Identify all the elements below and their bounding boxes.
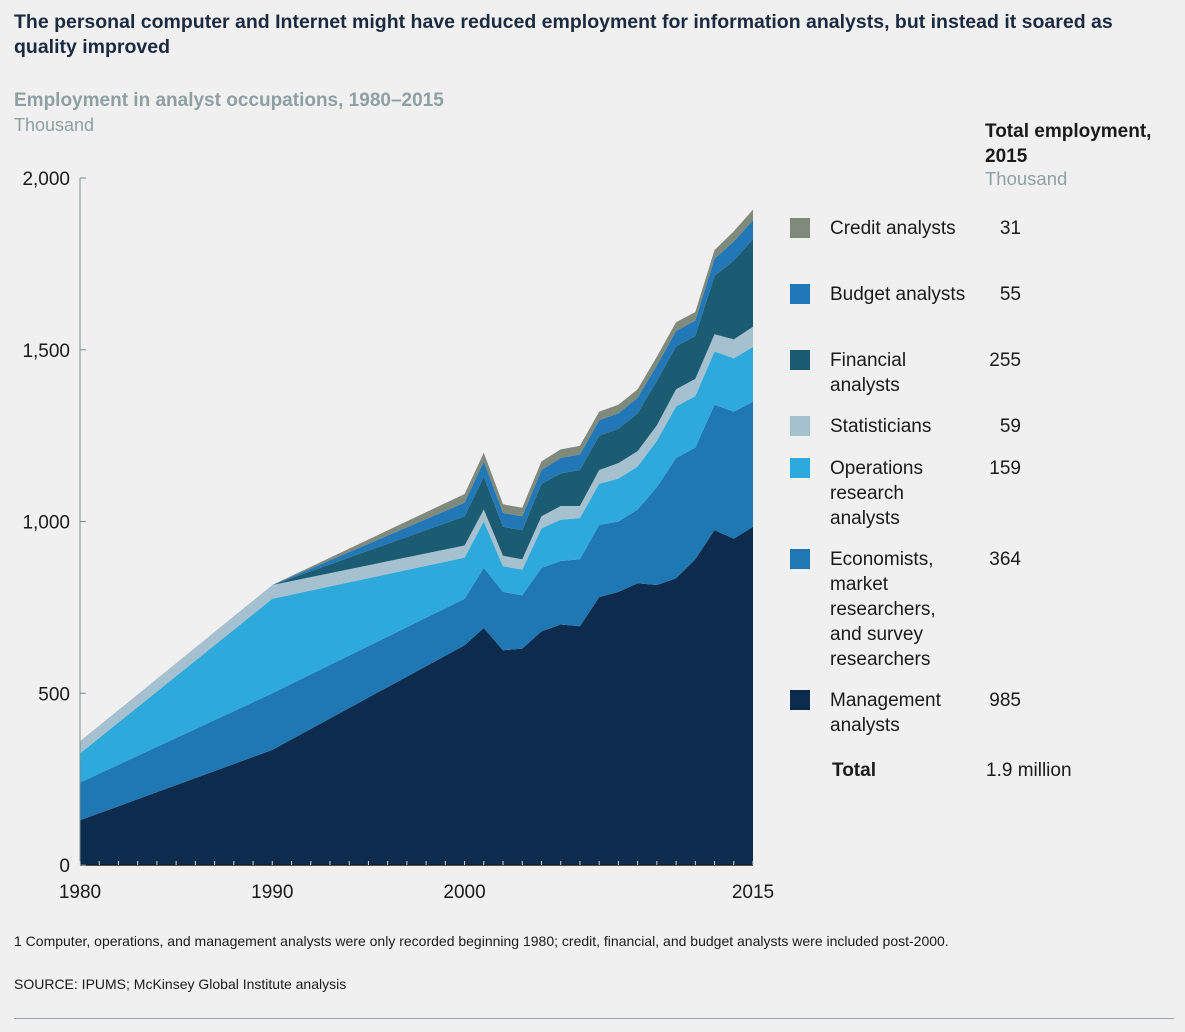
unit-label: Thousand — [14, 115, 95, 135]
area-series-2 — [80, 347, 753, 783]
y-tick-label: 0 — [59, 856, 70, 877]
y-tick-label: 1,000 — [22, 513, 70, 534]
total-employment-header: Total employment, 2015 — [985, 121, 1152, 167]
source-note: SOURCE: IPUMS; McKinsey Global Institute… — [14, 976, 347, 992]
headline: The personal computer and Internet might… — [14, 11, 1113, 58]
x-tick-label: 2015 — [732, 882, 774, 903]
area-series-1 — [80, 401, 753, 821]
total-value: 1.9 million — [986, 760, 1072, 781]
x-tick-label: 2000 — [443, 882, 485, 903]
footnote: 1 Computer, operations, and management a… — [14, 933, 949, 949]
total-employment-unit: Thousand — [985, 168, 1068, 189]
x-tick-label: 1980 — [59, 882, 101, 903]
y-tick-label: 2,000 — [22, 169, 70, 190]
y-tick-label: 1,500 — [22, 341, 70, 362]
y-tick-label: 500 — [38, 684, 70, 705]
chart-subtitle: Employment in analyst occupations, 1980–… — [14, 90, 444, 111]
area-series-0 — [80, 526, 753, 865]
total-label: Total — [832, 760, 876, 781]
x-tick-label: 1990 — [251, 882, 293, 903]
bottom-divider — [14, 1018, 1174, 1019]
